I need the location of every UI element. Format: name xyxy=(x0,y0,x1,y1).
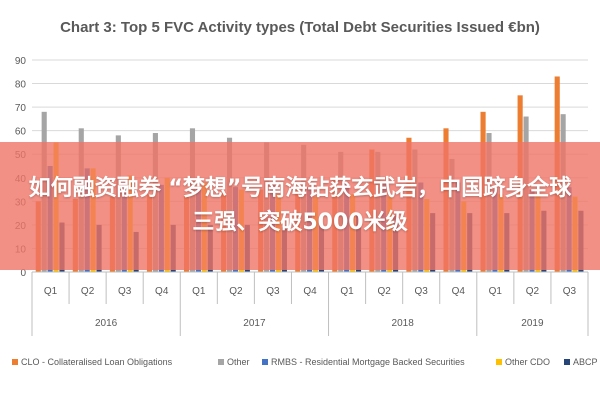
x-tick-label: Q3 xyxy=(266,286,280,297)
year-label: 2016 xyxy=(95,318,118,329)
legend-swatch xyxy=(12,359,18,365)
x-tick-label: Q1 xyxy=(192,286,206,297)
chart-title: Chart 3: Top 5 FVC Activity types (Total… xyxy=(60,19,540,36)
legend-label: Other xyxy=(227,357,250,367)
x-tick-label: Q3 xyxy=(415,286,429,297)
year-label: 2019 xyxy=(521,318,544,329)
y-tick-label: 70 xyxy=(15,103,27,114)
y-tick-label: 90 xyxy=(15,56,27,67)
y-tick-label: 0 xyxy=(20,268,26,279)
x-tick-label: Q1 xyxy=(489,286,503,297)
x-tick-label: Q2 xyxy=(81,286,95,297)
legend-label: CLO - Collateralised Loan Obligations xyxy=(21,357,173,367)
legend-label: Other CDO xyxy=(505,357,550,367)
x-tick-label: Q2 xyxy=(526,286,540,297)
x-tick-label: Q4 xyxy=(303,286,317,297)
x-tick-label: Q3 xyxy=(118,286,132,297)
legend-swatch xyxy=(218,359,224,365)
news-banner-overlay[interactable]: 如何融资融券 “梦想”号南海钻获玄武岩，中国跻身全球三强、突破5000米级 xyxy=(0,142,600,270)
year-label: 2017 xyxy=(243,318,266,329)
legend-label: ABCP xyxy=(573,357,598,367)
x-tick-label: Q1 xyxy=(340,286,354,297)
x-tick-label: Q2 xyxy=(377,286,391,297)
x-tick-label: Q2 xyxy=(229,286,243,297)
legend-label: RMBS - Residential Mortgage Backed Secur… xyxy=(271,357,465,367)
legend-swatch xyxy=(564,359,570,365)
x-tick-label: Q4 xyxy=(452,286,466,297)
x-tick-label: Q3 xyxy=(563,286,577,297)
x-tick-label: Q4 xyxy=(155,286,169,297)
legend-swatch xyxy=(496,359,502,365)
x-tick-label: Q1 xyxy=(44,286,58,297)
x-axis: Q1 Q2 Q3 Q4 Q1 Q2 Q3 Q4 Q1 Q2 Q3 Q4 Q1 Q2 Q3 2016 2017 20… xyxy=(31,271,589,336)
legend: CLO - Collateralised Loan Obligations Oth… xyxy=(12,357,598,367)
year-label: 2018 xyxy=(392,318,415,329)
news-banner-text: 如何融资融券 “梦想”号南海钻获玄武岩，中国跻身全球三强、突破5000米级 xyxy=(28,176,572,235)
y-tick-label: 60 xyxy=(15,127,27,138)
legend-swatch xyxy=(262,359,268,365)
y-tick-label: 80 xyxy=(15,80,27,91)
